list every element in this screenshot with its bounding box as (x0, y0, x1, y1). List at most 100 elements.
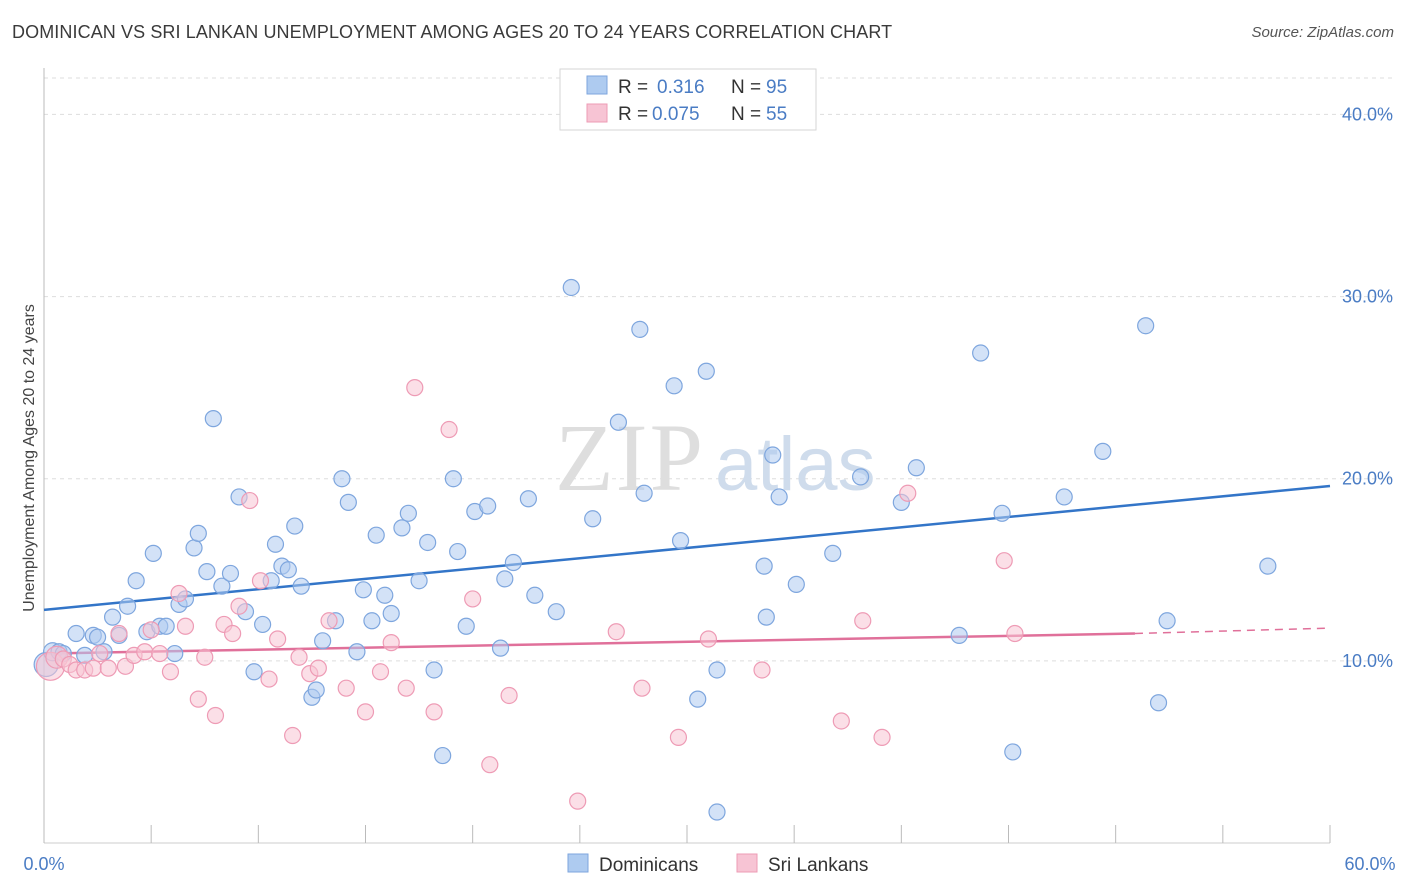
point-dominicans-65 (562, 278, 580, 297)
point-dominicans-53 (434, 746, 452, 765)
point-sri-lankans-35 (371, 663, 390, 681)
stats-r-label-sri-lankans: R = (618, 104, 648, 125)
point-sri-lankans-51 (854, 612, 872, 630)
point-dominicans-93 (1158, 612, 1176, 630)
point-sri-lankans-12 (136, 643, 154, 661)
point-sri-lankans-40 (440, 420, 458, 439)
point-sri-lankans-14 (151, 644, 169, 663)
point-sri-lankans-50 (832, 712, 850, 730)
point-sri-lankans-54 (995, 552, 1013, 570)
stats-legend-swatch-sri-lankans (586, 103, 608, 123)
point-dominicans-20 (185, 539, 203, 557)
point-dominicans-60 (496, 570, 514, 588)
point-sri-lankans-24 (241, 491, 259, 510)
point-sri-lankans-43 (500, 686, 518, 705)
point-dominicans-38 (314, 632, 332, 650)
gridlines (44, 77, 1395, 662)
y-axis-label: Unemployment Among Ages 20 to 24 years (21, 304, 38, 612)
point-dominicans-73 (697, 362, 715, 380)
y-tick-label-30: 30.0% (1342, 287, 1393, 307)
x-axis-ticks (43, 825, 1331, 843)
point-dominicans-81 (824, 544, 842, 562)
point-sri-lankans-53 (899, 484, 917, 502)
point-dominicans-22 (198, 563, 216, 581)
source-label: Source: ZipAtlas.com (1251, 24, 1394, 41)
stats-r-label-dominicans: R = (618, 77, 648, 98)
point-sri-lankans-38 (406, 379, 424, 397)
point-dominicans-50 (410, 572, 428, 590)
point-sri-lankans-55 (1006, 624, 1024, 643)
point-dominicans-63 (526, 586, 544, 604)
point-sri-lankans-42 (481, 756, 499, 774)
point-dominicans-62 (519, 490, 537, 508)
point-sri-lankans-27 (269, 630, 287, 648)
point-dominicans-75 (708, 803, 726, 821)
point-sri-lankans-17 (176, 617, 195, 635)
point-dominicans-76 (755, 557, 773, 575)
point-sri-lankans-15 (161, 663, 180, 681)
point-sri-lankans-13 (142, 621, 160, 639)
point-sri-lankans-36 (382, 634, 400, 652)
point-dominicans-69 (635, 484, 653, 502)
legend-label-dominicans: Dominicans (599, 855, 698, 876)
legend-label-sri-lankans: Sri Lankans (768, 855, 868, 876)
point-dominicans-88 (1004, 743, 1022, 761)
stats-legend: R = 0.316 N = 95 R = 0.075 N = 55 (559, 68, 817, 131)
point-sri-lankans-26 (260, 670, 278, 688)
point-dominicans-55 (449, 542, 467, 561)
point-sri-lankans-39 (425, 703, 443, 721)
point-dominicans-64 (547, 603, 565, 621)
point-dominicans-14 (144, 544, 162, 562)
point-sri-lankans-52 (873, 728, 891, 746)
point-sri-lankans-18 (189, 690, 207, 708)
point-dominicans-44 (363, 612, 381, 630)
point-dominicans-94 (1259, 557, 1277, 575)
trend-line-sri-lankans-projection (1134, 627, 1331, 635)
point-sri-lankans-46 (633, 679, 651, 697)
point-sri-lankans-29 (290, 648, 308, 666)
point-sri-lankans-37 (397, 679, 415, 697)
point-dominicans-49 (399, 504, 417, 522)
point-dominicans-41 (339, 493, 357, 511)
point-dominicans-51 (419, 533, 437, 552)
point-dominicans-37 (307, 681, 325, 699)
point-dominicans-47 (382, 604, 400, 623)
point-dominicans-35 (292, 577, 310, 595)
stats-r-value-sri-lankans: 0.075 (652, 104, 700, 125)
point-dominicans-40 (333, 470, 351, 488)
point-sri-lankans-23 (230, 597, 248, 615)
point-dominicans-43 (354, 581, 372, 599)
point-dominicans-70 (665, 377, 683, 395)
point-sri-lankans-47 (669, 728, 688, 746)
point-dominicans-23 (204, 410, 222, 428)
point-sri-lankans-49 (753, 661, 771, 679)
point-sri-lankans-28 (284, 726, 302, 745)
stats-n-label-sri-lankans: N = (731, 104, 761, 125)
point-sri-lankans-45 (607, 623, 625, 641)
point-dominicans-17 (166, 644, 184, 663)
point-dominicans-87 (993, 504, 1011, 522)
y-axis-tick-labels: 10.0% 20.0% 30.0% 40.0% (1342, 104, 1393, 670)
point-dominicans-84 (907, 459, 925, 477)
point-dominicans-61 (504, 553, 522, 572)
point-dominicans-21 (189, 524, 207, 542)
point-dominicans-68 (631, 320, 649, 338)
point-dominicans-42 (348, 643, 366, 661)
point-dominicans-80 (787, 575, 805, 593)
y-tick-label-40: 40.0% (1342, 104, 1393, 124)
point-dominicans-7 (88, 628, 107, 646)
point-sri-lankans-9 (110, 624, 128, 643)
point-dominicans-77 (757, 608, 775, 626)
stats-n-label-dominicans: N = (731, 77, 761, 98)
point-dominicans-4 (67, 624, 85, 643)
point-dominicans-52 (425, 661, 443, 679)
point-dominicans-59 (491, 639, 510, 657)
point-dominicans-12 (127, 572, 145, 590)
point-dominicans-58 (479, 497, 497, 515)
point-dominicans-56 (457, 617, 475, 635)
x-tick-label-max: 60.0% (1344, 854, 1395, 874)
point-sri-lankans-22 (224, 624, 242, 643)
point-sri-lankans-25 (251, 572, 270, 590)
watermark-zip: ZIP (555, 404, 705, 511)
